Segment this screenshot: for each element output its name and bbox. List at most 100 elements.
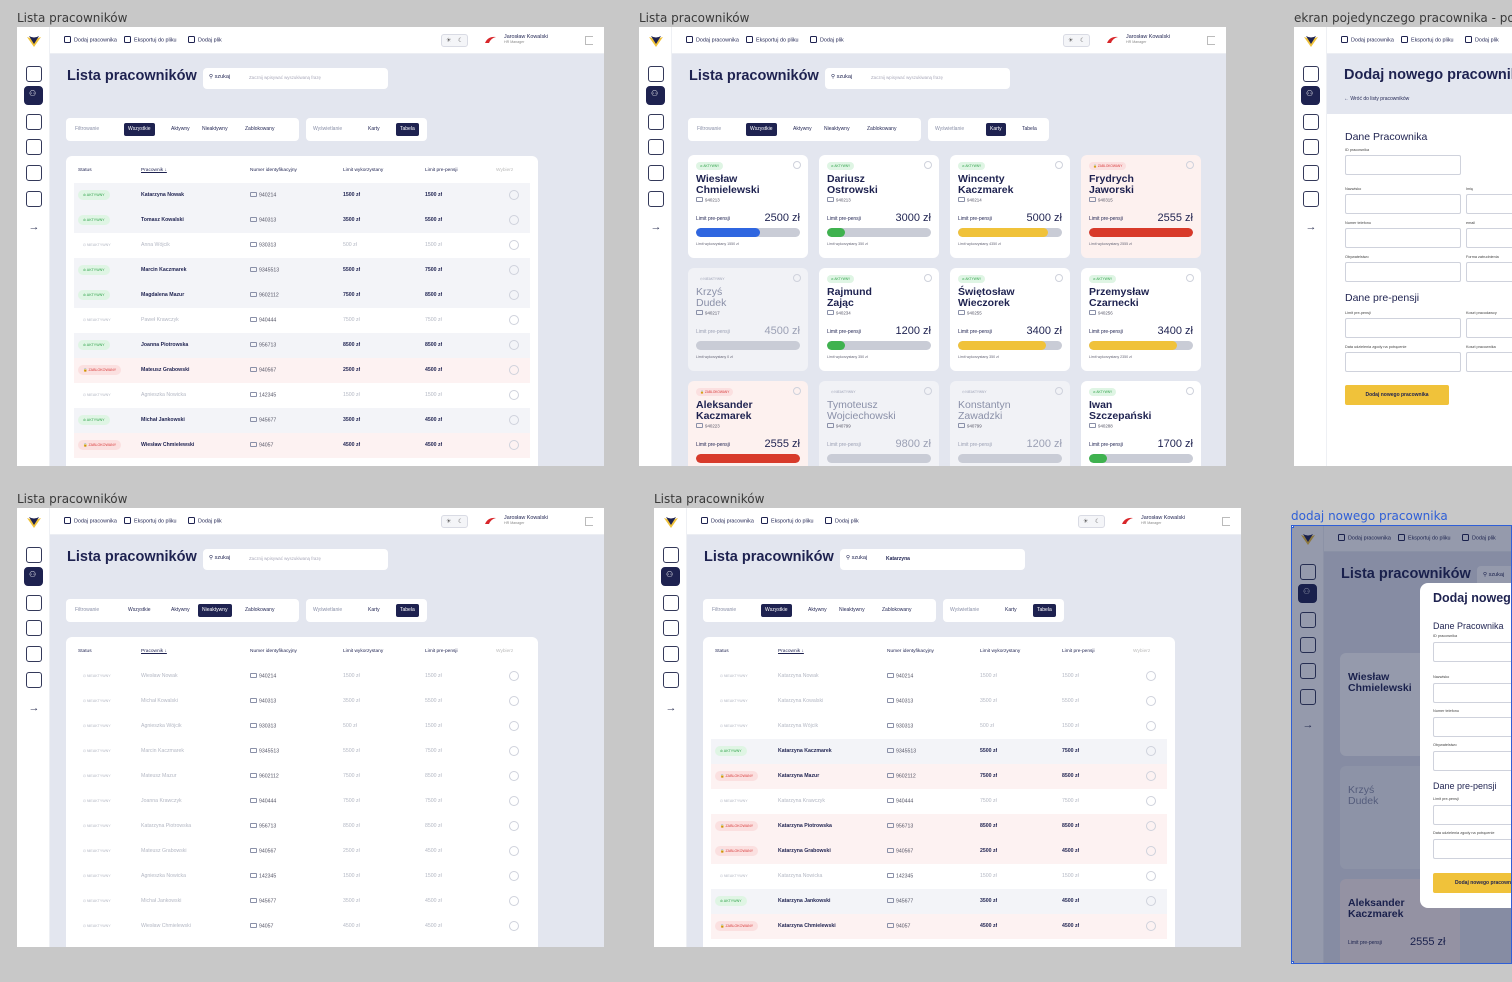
table-row[interactable]: 🔒 ZABLOKOWANY Katarzyna Mazur 9602112 7500 … xyxy=(711,764,1167,789)
employee-name[interactable]: Marcin Kaczmarek xyxy=(141,267,187,273)
employee-card[interactable]: 🔒 ZABLOKOWANY Frydrych Jaworski 940315 Limit… xyxy=(1081,155,1201,258)
employee-name[interactable]: Tomasz Kowalski xyxy=(141,217,184,223)
add-employee-button[interactable]: Dodaj pracownika xyxy=(64,517,117,525)
add-file-button[interactable]: Dodaj plik xyxy=(825,517,859,525)
filter-blocked[interactable]: Zablokowany xyxy=(867,126,897,132)
view-table[interactable]: Tabela xyxy=(396,604,419,617)
sidebar-grid-icon[interactable] xyxy=(1300,564,1316,580)
sidebar-arrow-right-icon[interactable]: → xyxy=(1305,221,1317,233)
select-radio[interactable] xyxy=(1186,387,1194,395)
sidebar-help-icon[interactable] xyxy=(648,165,664,181)
view-table[interactable]: Tabela xyxy=(396,123,419,136)
add-file-button[interactable]: Dodaj plik xyxy=(1465,36,1499,44)
table-row[interactable]: ⊘ AKTYWNY Katarzyna Kaczmarek 9345513 5500 … xyxy=(711,739,1167,764)
table-row[interactable]: ⏻ NIEAKTYWNY Wiesław Nowak 940214 1500 zł 15… xyxy=(74,664,530,689)
view-table[interactable]: Tabela xyxy=(1022,126,1037,132)
employee-card[interactable]: ⊘ AKTYWNY Wiesław Chmielewski 940213 Limit p… xyxy=(688,155,808,258)
column-header-employee[interactable]: Pracownik ↓ xyxy=(141,649,167,654)
logout-icon[interactable] xyxy=(585,36,593,45)
table-row[interactable]: ⊘ AKTYWNY Tomasz Kowalski 940313 3500 zł 550… xyxy=(74,208,530,233)
select-radio[interactable] xyxy=(1186,161,1194,169)
table-row[interactable]: ⊘ AKTYWNY Michał Jankowski 945677 3500 zł 45… xyxy=(74,408,530,433)
select-radio[interactable] xyxy=(1055,387,1063,395)
sidebar-grid-icon[interactable] xyxy=(26,66,42,82)
search-input[interactable]: ⚲ szukaj Zacznij wpisywać wyszukiwaną fra… xyxy=(825,68,1010,89)
employee-card[interactable]: ⏻ NIEAKTYWNY Krzyś Dudek 940217 Limit pre-pe… xyxy=(688,268,808,371)
select-radio[interactable] xyxy=(924,161,932,169)
employee-name[interactable]: Katarzyna Krawczyk xyxy=(778,798,825,804)
input-phone[interactable] xyxy=(1433,717,1512,737)
select-radio[interactable] xyxy=(509,821,519,831)
export-button[interactable]: Eksportuj do pliku xyxy=(1401,36,1454,44)
select-radio[interactable] xyxy=(509,240,519,250)
view-cards[interactable]: Karty xyxy=(986,123,1006,136)
user-profile[interactable]: Jarosław Kowalski HR Manager xyxy=(1126,34,1171,44)
select-radio[interactable] xyxy=(1146,796,1156,806)
input-limit[interactable] xyxy=(1345,318,1461,338)
filter-all[interactable]: Wszystkie xyxy=(761,604,792,617)
select-radio[interactable] xyxy=(1146,696,1156,706)
select-radio[interactable] xyxy=(1146,871,1156,881)
sidebar-book-icon[interactable] xyxy=(26,114,42,130)
employee-name[interactable]: Katarzyna Piotrowska xyxy=(141,823,192,829)
add-employee-button[interactable]: Dodaj pracownika xyxy=(1338,534,1391,542)
add-employee-button[interactable]: Dodaj pracownika xyxy=(701,517,754,525)
sidebar-arrow-right-icon[interactable]: → xyxy=(28,221,40,233)
table-row[interactable]: ⊘ AKTYWNY Katarzyna Jankowski 945677 3500 z… xyxy=(711,889,1167,914)
table-row[interactable]: ⏻ NIEAKTYWNY Katarzyna Krawczyk 940444 7500… xyxy=(711,789,1167,814)
employee-name[interactable]: Agnieszka Nowicka xyxy=(141,873,186,879)
filter-blocked[interactable]: Zablokowany xyxy=(245,607,275,613)
table-row[interactable]: 🔒 ZABLOKOWANY Katarzyna Grabowski 940567 25… xyxy=(711,839,1167,864)
table-row[interactable]: ⏻ NIEAKTYWNY Katarzyna Kowalski 940313 3500… xyxy=(711,689,1167,714)
table-row[interactable]: ⏻ NIEAKTYWNY Anna Wójcik 930313 500 zł 1500 … xyxy=(74,233,530,258)
table-row[interactable]: ⏻ NIEAKTYWNY Michał Jankowski 945677 3500 z… xyxy=(74,889,530,914)
selection-handle[interactable] xyxy=(1291,961,1294,964)
add-file-button[interactable]: Dodaj plik xyxy=(188,517,222,525)
sidebar-users-icon[interactable]: ⚇ xyxy=(661,567,680,586)
sidebar-chart-icon[interactable] xyxy=(26,620,42,636)
select-radio[interactable] xyxy=(509,721,519,731)
input-surname[interactable] xyxy=(1345,194,1461,214)
submit-button[interactable]: Dodaj nowego pracown xyxy=(1433,873,1512,893)
theme-toggle[interactable]: ☀ ☾ xyxy=(1078,515,1105,528)
select-radio[interactable] xyxy=(1055,274,1063,282)
table-row[interactable]: ⏻ NIEAKTYWNY Paweł Krawczyk 940444 7500 zł 7… xyxy=(74,308,530,333)
sidebar-sliders-icon[interactable] xyxy=(1300,689,1316,705)
input-name[interactable] xyxy=(1466,194,1512,214)
employee-name[interactable]: Mateusz Grabowski xyxy=(141,367,190,373)
export-button[interactable]: Eksportuj do pliku xyxy=(746,36,799,44)
employee-name[interactable]: Katarzyna Nowicka xyxy=(778,873,823,879)
back-link[interactable]: ← Wróć do listy pracowników xyxy=(1344,96,1410,102)
sidebar-sliders-icon[interactable] xyxy=(648,191,664,207)
export-button[interactable]: Eksportuj do pliku xyxy=(124,36,177,44)
employee-name[interactable]: Wiesław Chmielewski xyxy=(141,923,191,929)
employee-card[interactable]: ⊘ AKTYWNY Dariusz Ostrowski 940213 Limit pre… xyxy=(819,155,939,258)
sidebar-grid-icon[interactable] xyxy=(1303,66,1319,82)
view-cards[interactable]: Karty xyxy=(368,607,380,613)
select-radio[interactable] xyxy=(509,921,519,931)
submit-button[interactable]: Dodaj nowego pracownika xyxy=(1345,385,1449,405)
sidebar-book-icon[interactable] xyxy=(26,595,42,611)
filter-blocked[interactable]: Zablokowany xyxy=(245,126,275,132)
input-citizenship[interactable] xyxy=(1433,751,1512,771)
sidebar-chart-icon[interactable] xyxy=(1300,637,1316,653)
filter-all[interactable]: Wszystkie xyxy=(746,123,777,136)
sidebar-sliders-icon[interactable] xyxy=(1303,191,1319,207)
sidebar-help-icon[interactable] xyxy=(26,165,42,181)
logout-icon[interactable] xyxy=(1207,36,1215,45)
select-radio[interactable] xyxy=(1146,771,1156,781)
employee-name[interactable]: Katarzyna Wójcik xyxy=(778,723,819,729)
employee-name[interactable]: Katarzyna Jankowski xyxy=(778,898,831,904)
sidebar-sliders-icon[interactable] xyxy=(663,672,679,688)
employee-name[interactable]: Katarzyna Nowak xyxy=(778,673,819,679)
employee-name[interactable]: Katarzyna Chmielewski xyxy=(778,923,836,929)
table-row[interactable]: ⊘ AKTYWNY Marcin Kaczmarek 9345513 5500 zł 7… xyxy=(74,258,530,283)
add-file-button[interactable]: Dodaj plik xyxy=(188,36,222,44)
employee-name[interactable]: Wiesław Nowak xyxy=(141,673,178,679)
input-phone[interactable] xyxy=(1345,228,1461,248)
table-row[interactable]: ⏻ NIEAKTYWNY Katarzyna Wójcik 930313 500 zł… xyxy=(711,714,1167,739)
table-row[interactable]: ⏻ NIEAKTYWNY Katarzyna Piotrowska 956713 85… xyxy=(74,814,530,839)
input-consent_date[interactable] xyxy=(1345,352,1461,372)
table-row[interactable]: 🔒 ZABLOKOWANY Mateusz Grabowski 940567 2500… xyxy=(74,358,530,383)
view-table[interactable]: Tabela xyxy=(1033,604,1056,617)
